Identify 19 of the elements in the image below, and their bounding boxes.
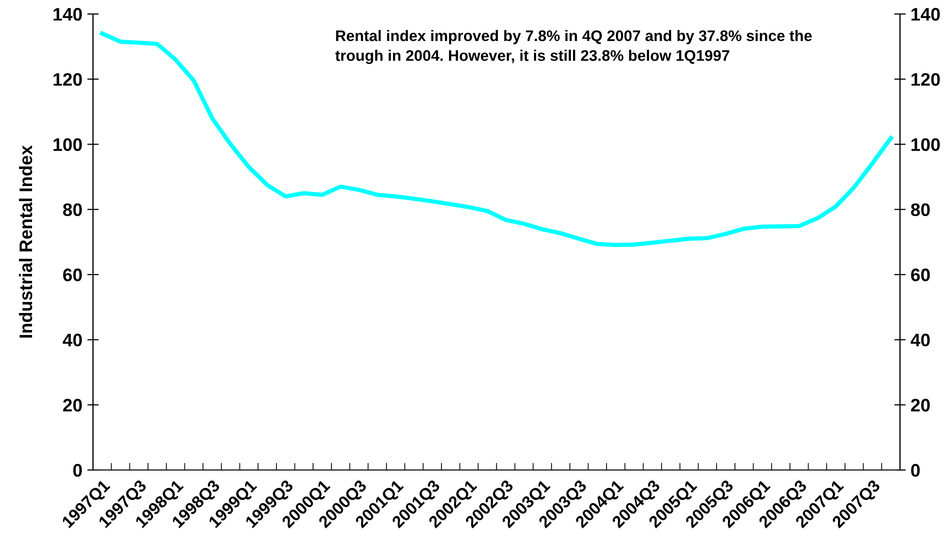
annotation: Rental index improved by 7.8% in 4Q 2007 and by 37.8% since the trough in 2004. However, it is still 23.8% below 1Q1997	[335, 30, 812, 64]
y2-tick-label: 100	[912, 138, 940, 152]
y-tick-label: 140	[54, 8, 82, 21]
y2-tick-label: 20	[911, 398, 930, 412]
y-tick-label: 60	[63, 268, 82, 282]
y2-tick-label: 120	[912, 73, 940, 86]
y2-tick-label: 60	[911, 268, 930, 282]
y-tick-label: 80	[63, 203, 82, 216]
y-tick-label: 40	[62, 334, 82, 346]
y2-tick-label: 140	[912, 8, 940, 21]
y-axis-title: Industrial Rental Index	[18, 145, 32, 338]
y-tick-label: 120	[54, 73, 82, 86]
y2-tick-label: 40	[910, 334, 930, 346]
y-tick-label: 100	[54, 138, 82, 152]
line-series	[100, 31, 893, 248]
y2-tick-label: 80	[910, 203, 930, 216]
y-tick-label: 20	[63, 398, 82, 412]
y2-tick-label: 0	[911, 464, 920, 477]
y-tick-label: 0	[73, 464, 82, 477]
